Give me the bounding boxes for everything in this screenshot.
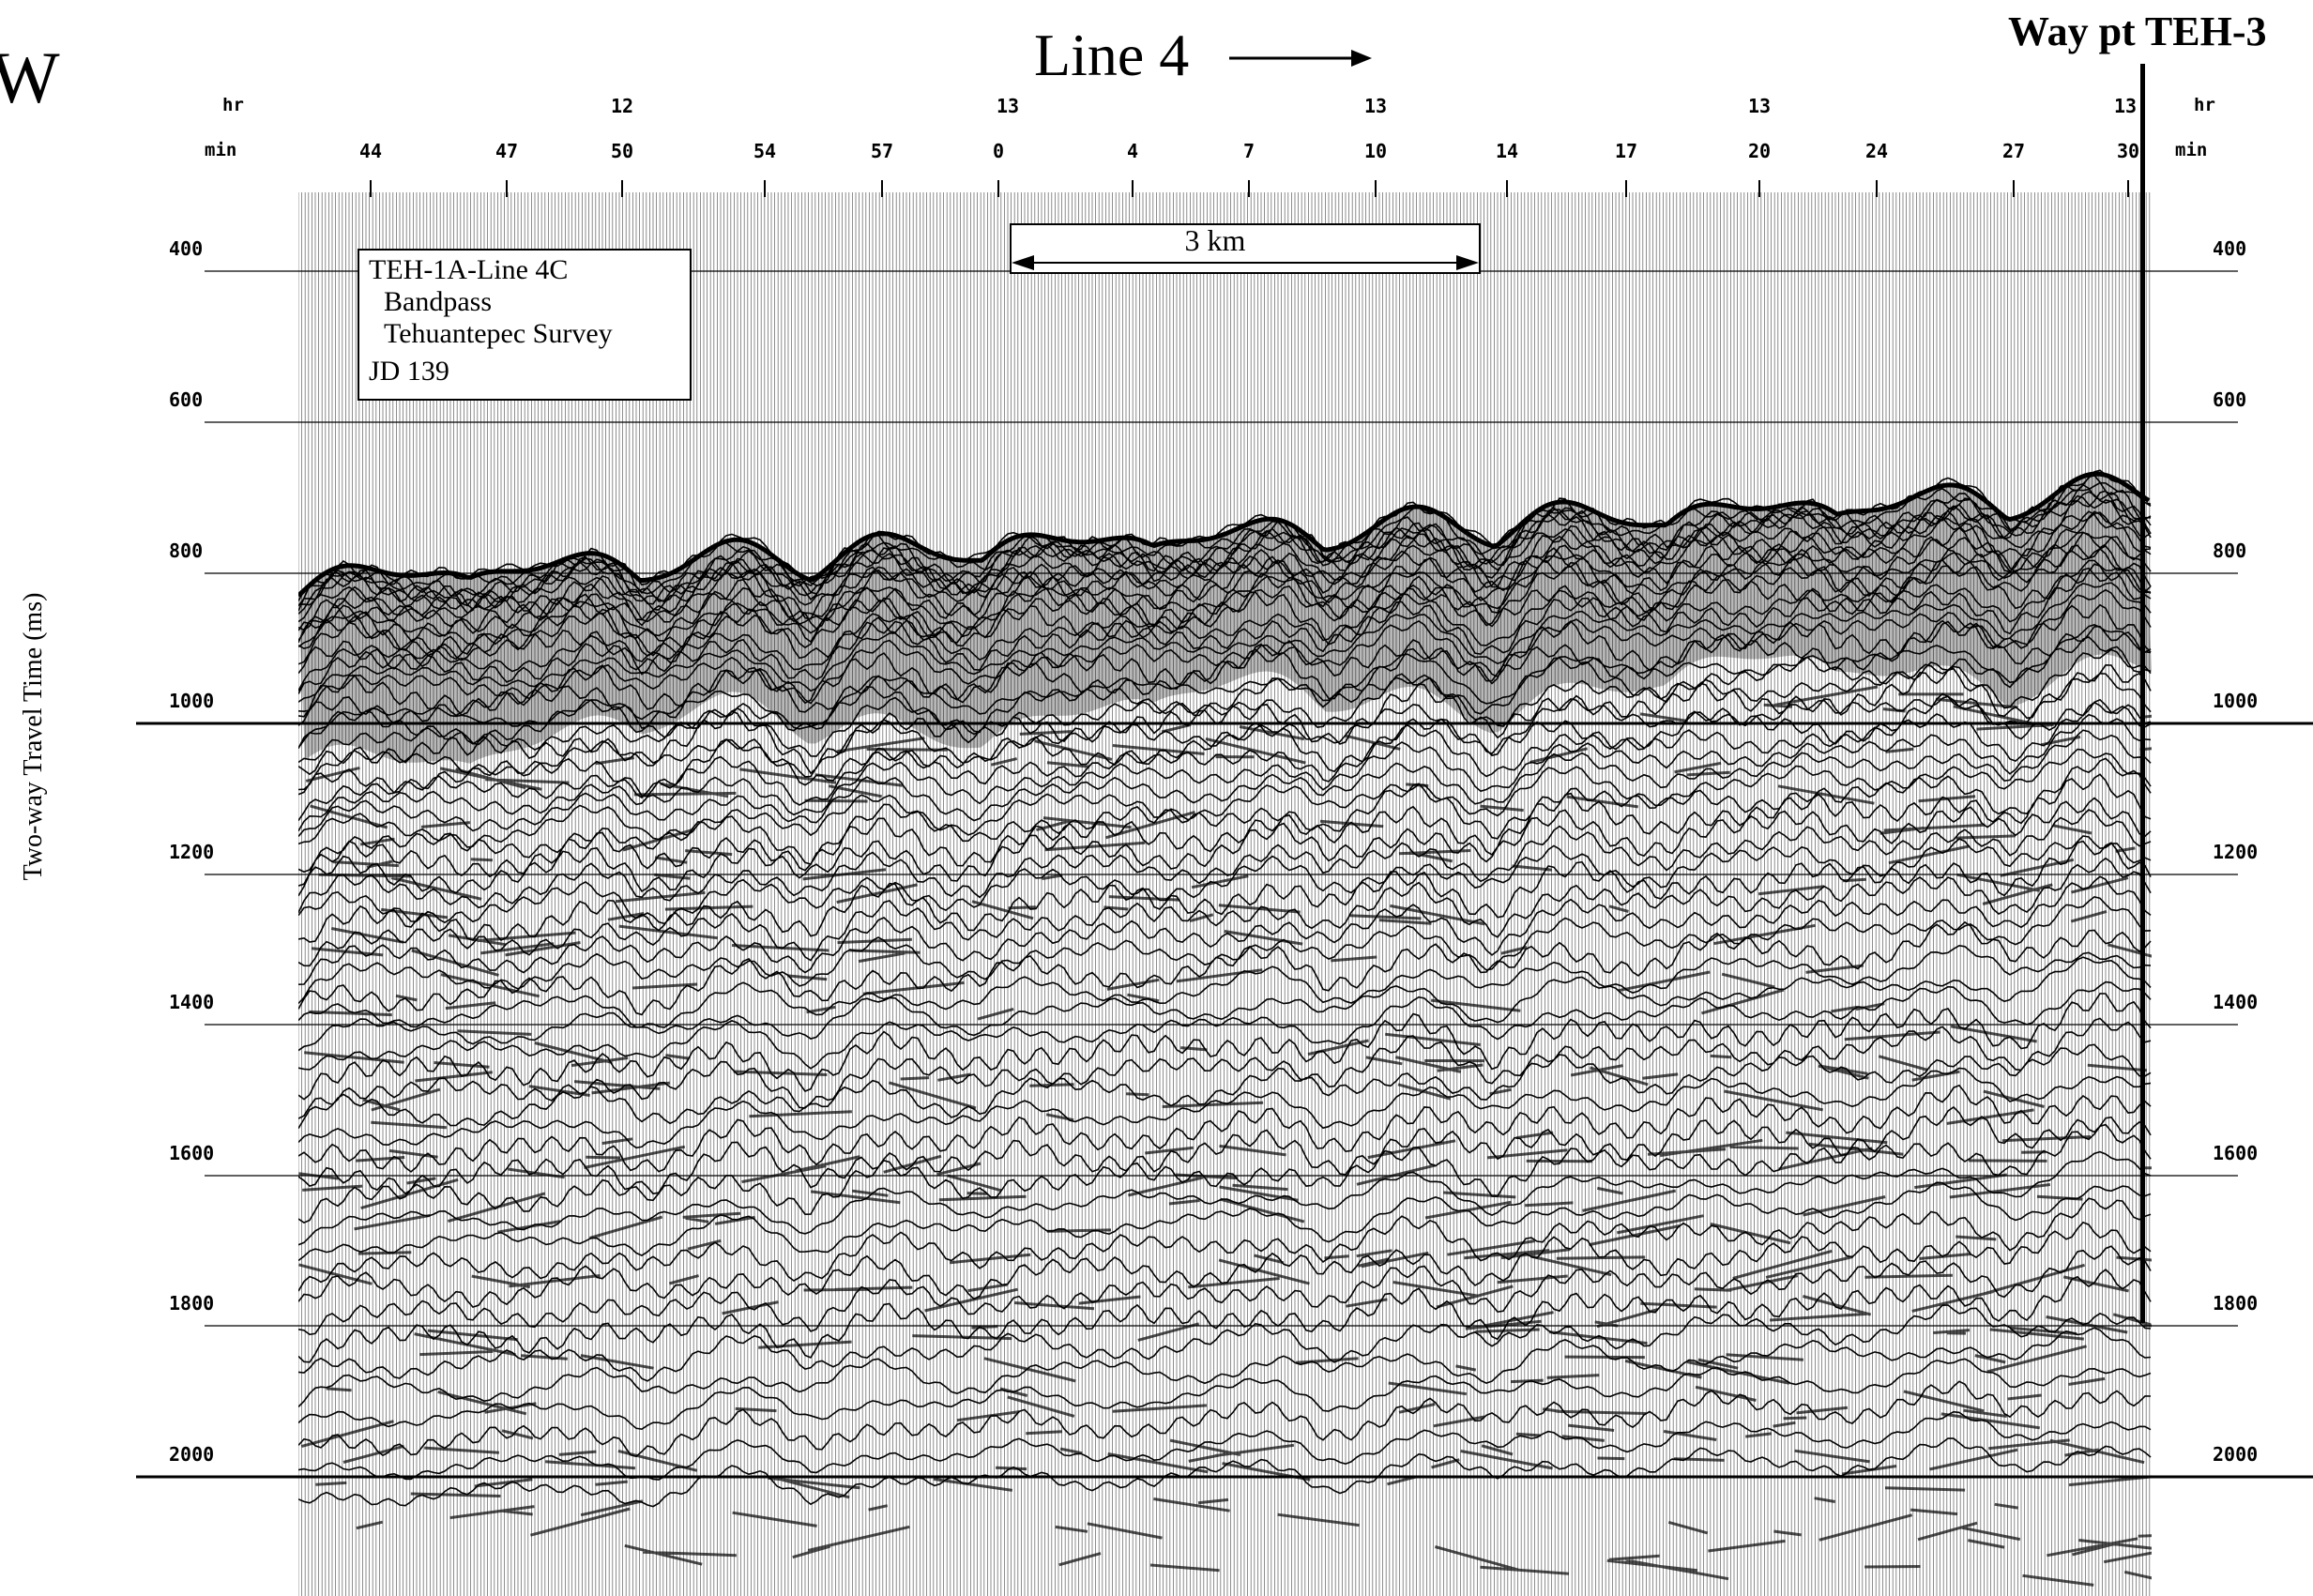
time-tick-right: 800 [2213, 540, 2247, 562]
time-tick-left: 2000 [169, 1443, 215, 1466]
time-tick-left: 1200 [169, 841, 215, 863]
hour-tick: 13 [1747, 95, 1772, 117]
legend-julian-day: JD 139 [369, 356, 449, 387]
time-tick-right: 400 [2213, 237, 2247, 260]
minute-tick: 47 [495, 140, 519, 162]
line-title: Line 4 [1034, 22, 1190, 88]
minute-tick: 14 [1495, 140, 1519, 162]
time-tick-left: 800 [169, 540, 204, 562]
min-label-left: min [205, 140, 237, 160]
hour-tick: 12 [610, 95, 634, 117]
time-tick-left: 1000 [169, 690, 215, 712]
time-tick-left: 400 [169, 237, 204, 260]
minute-tick: 50 [610, 140, 634, 162]
time-tick-left: 1800 [169, 1292, 215, 1315]
direction-label: W [0, 37, 60, 118]
time-tick-right: 2000 [2213, 1443, 2259, 1466]
legend-filter: Bandpass [384, 286, 492, 317]
time-tick-right: 600 [2213, 388, 2247, 411]
minute-tick: 7 [1242, 140, 1255, 162]
time-tick-right: 1600 [2213, 1142, 2259, 1164]
min-label-right: min [2175, 140, 2208, 160]
time-tick-left: 1600 [169, 1142, 215, 1164]
direction-arrow-icon [1229, 50, 1372, 67]
minute-tick: 20 [1747, 140, 1772, 162]
legend-survey: Tehuantepec Survey [384, 318, 613, 349]
hr-label-left: hr [222, 95, 244, 115]
hour-tick: 13 [1363, 95, 1388, 117]
minute-tick: 0 [992, 140, 1005, 162]
seismic-section [298, 192, 2152, 1596]
time-tick-right: 1000 [2213, 690, 2259, 712]
time-tick-left: 1400 [169, 991, 215, 1013]
minute-tick: 30 [2116, 140, 2140, 162]
time-tick-left: 600 [169, 388, 204, 411]
scale-bar [1010, 223, 1481, 274]
minute-tick: 24 [1864, 140, 1889, 162]
minute-tick: 4 [1126, 140, 1139, 162]
seafloor-reflector [298, 471, 2151, 598]
hour-tick: 13 [2113, 95, 2138, 117]
scale-bar-label: 3 km [1184, 223, 1246, 257]
minute-tick: 17 [1614, 140, 1638, 162]
scale-bar-arrow-icon [1012, 255, 1479, 270]
minute-tick: 57 [870, 140, 894, 162]
time-tick-right: 1400 [2213, 991, 2259, 1013]
time-tick-right: 1800 [2213, 1292, 2259, 1315]
minute-tick: 44 [358, 140, 383, 162]
minute-tick: 10 [1363, 140, 1388, 162]
legend-title: TEH-1A-Line 4C [369, 254, 569, 285]
waypoint-label: Way pt TEH-3 [2008, 8, 2267, 54]
minute-tick: 27 [2001, 140, 2026, 162]
hour-tick: 13 [996, 95, 1020, 117]
minute-tick: 54 [753, 140, 777, 162]
time-tick-right: 1200 [2213, 841, 2259, 863]
hr-label-right: hr [2194, 95, 2215, 115]
deep-reflector-segments [298, 685, 2152, 1587]
legend-box: TEH-1A-Line 4C Bandpass Tehuantepec Surv… [358, 249, 692, 401]
